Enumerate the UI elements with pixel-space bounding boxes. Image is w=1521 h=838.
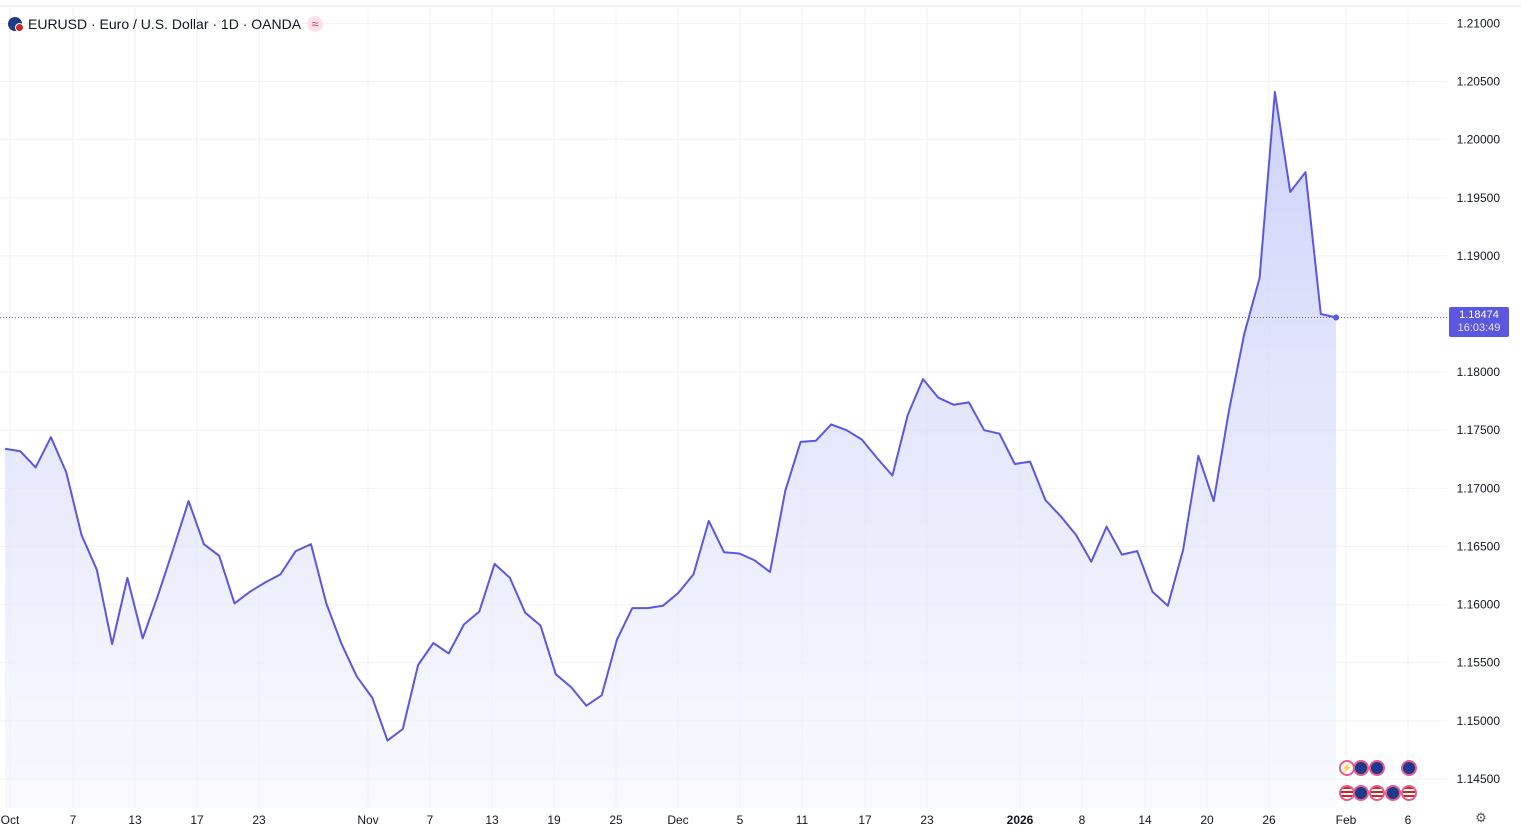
event-eu-flag-icon[interactable]: [1401, 760, 1417, 776]
event-eu-flag-icon[interactable]: [1369, 760, 1385, 776]
x-tick-label: 13: [128, 813, 142, 827]
x-tick-label: 5: [737, 813, 744, 827]
y-tick-label: 1.14500: [1457, 772, 1501, 786]
price-area: [5, 92, 1337, 808]
x-tick-label: 23: [252, 813, 266, 827]
last-price-value: 1.18474: [1459, 309, 1499, 321]
event-us-flag-icon[interactable]: [1401, 785, 1417, 801]
y-tick-label: 1.19000: [1457, 249, 1501, 263]
y-tick-label: 1.15000: [1457, 714, 1501, 728]
y-tick-label: 1.20000: [1457, 133, 1501, 147]
x-tick-label: Dec: [667, 813, 688, 827]
x-tick-label: 20: [1200, 813, 1214, 827]
x-tick-label: Nov: [357, 813, 378, 827]
last-price-point: [1333, 314, 1340, 321]
y-tick-label: 1.17000: [1457, 481, 1501, 495]
event-us-flag-icon[interactable]: [1369, 785, 1385, 801]
symbol-title: EURUSD · Euro / U.S. Dollar · 1D · OANDA: [28, 16, 302, 32]
x-tick-label: 17: [858, 813, 872, 827]
y-tick-label: 1.16000: [1457, 598, 1501, 612]
y-tick-label: 1.15500: [1457, 656, 1501, 670]
x-tick-label: 6: [1405, 813, 1412, 827]
event-eu-flag-icon[interactable]: [1353, 760, 1369, 776]
x-tick-label: 7: [427, 813, 434, 827]
x-tick-label: 8: [1079, 813, 1086, 827]
symbol-legend[interactable]: EURUSD · Euro / U.S. Dollar · 1D · OANDA…: [8, 14, 324, 34]
x-tick-label: Feb: [1336, 813, 1357, 827]
y-tick-label: 1.17500: [1457, 423, 1501, 437]
x-tick-label: 26: [1262, 813, 1276, 827]
x-tick-label: 7: [70, 813, 77, 827]
eur-usd-flag-icon: [8, 17, 24, 32]
settings-icon[interactable]: ⚙: [1475, 810, 1487, 825]
x-tick-label: 14: [1138, 813, 1152, 827]
price-line: [4, 91, 1337, 742]
y-tick-label: 1.20500: [1457, 75, 1501, 89]
x-tick-label: 2026: [1007, 813, 1034, 827]
x-tick-label: 19: [547, 813, 561, 827]
y-tick-label: 1.16500: [1457, 539, 1501, 553]
wave-icon[interactable]: ≈: [307, 16, 324, 32]
y-tick-label: 1.18000: [1457, 365, 1501, 379]
y-tick-label: 1.19500: [1457, 191, 1501, 205]
x-tick-label: 17: [190, 813, 204, 827]
y-tick-label: 1.21000: [1457, 16, 1501, 30]
price-axis: 1.210001.205001.200001.195001.190001.185…: [1457, 16, 1501, 786]
x-tick-label: 13: [485, 813, 499, 827]
x-tick-label: 11: [796, 813, 809, 827]
bar-countdown: 16:03:49: [1457, 322, 1501, 334]
x-tick-label: Oct: [1, 813, 20, 827]
x-tick-label: 25: [609, 813, 623, 827]
event-eu-flag-icon[interactable]: [1353, 785, 1369, 801]
event-eu-flag-icon[interactable]: [1385, 785, 1401, 801]
last-price-label: 1.18474 16:03:49: [1449, 307, 1509, 337]
x-tick-label: 23: [920, 813, 934, 827]
time-axis: Oct 7 13 17 23 Nov 7 13 19 25 Dec 5 11 17 23 2026 8 14 20 2…: [1, 813, 1412, 827]
